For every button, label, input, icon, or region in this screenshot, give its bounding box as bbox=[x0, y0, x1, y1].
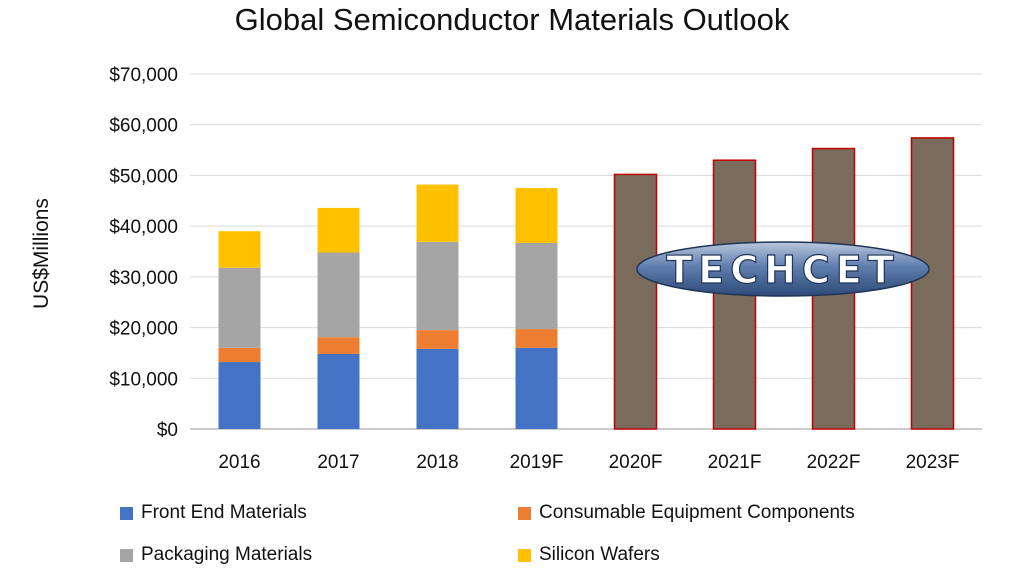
bar-segment bbox=[218, 362, 261, 429]
x-tick-label: 2018 bbox=[416, 452, 458, 473]
legend-swatch bbox=[518, 506, 531, 520]
y-tick-label: $30,000 bbox=[109, 268, 178, 289]
y-tick-label: $10,000 bbox=[109, 369, 178, 390]
x-tick-label: 2023F bbox=[906, 452, 960, 473]
bar-segment bbox=[317, 337, 360, 354]
x-tick-label: 2019F bbox=[510, 452, 564, 473]
legend-item-front-end: Front End Materials bbox=[120, 502, 307, 524]
bar-segment bbox=[218, 267, 261, 348]
x-tick-label: 2021F bbox=[708, 452, 762, 473]
legend-label: Packaging Materials bbox=[141, 544, 313, 565]
bar-segment bbox=[218, 347, 261, 363]
chart-legend: Front End Materials Consumable Equipment… bbox=[120, 494, 1000, 574]
y-tick-label: $0 bbox=[157, 420, 178, 441]
bar-segment bbox=[317, 353, 360, 429]
y-tick-label: $70,000 bbox=[109, 65, 178, 86]
bar-segment bbox=[515, 188, 558, 243]
legend-label: Silicon Wafers bbox=[539, 544, 660, 565]
bar-segment bbox=[218, 231, 261, 268]
bar-segment bbox=[416, 184, 459, 242]
legend-item-packaging: Packaging Materials bbox=[120, 544, 312, 566]
techcet-logo: TECHCET bbox=[636, 241, 930, 297]
y-tick-label: $20,000 bbox=[109, 319, 178, 340]
x-tick-label: 2022F bbox=[807, 452, 861, 473]
x-tick-label: 2016 bbox=[218, 452, 260, 473]
x-tick-label: 2017 bbox=[317, 452, 359, 473]
y-tick-label: $60,000 bbox=[109, 116, 178, 137]
legend-swatch bbox=[120, 506, 133, 520]
legend-item-wafers: Silicon Wafers bbox=[518, 544, 660, 566]
bar-segment bbox=[416, 241, 459, 331]
bar-segment bbox=[515, 242, 558, 330]
bar-segment bbox=[515, 329, 558, 348]
forecast-bar bbox=[910, 137, 955, 430]
chart-title: Global Semiconductor Materials Outlook bbox=[234, 2, 790, 37]
y-tick-label: $50,000 bbox=[109, 166, 178, 187]
legend-label: Consumable Equipment Components bbox=[539, 502, 855, 523]
chart-svg: $0 $10,000 $20,000 $30,000 $40,000 $50,000 $60… bbox=[30, 65, 982, 473]
legend-swatch bbox=[518, 548, 531, 562]
x-tick-label: 2020F bbox=[609, 452, 663, 473]
bar-segment bbox=[515, 347, 558, 429]
y-axis-label: US$Millions bbox=[30, 198, 53, 309]
forecast-bar bbox=[613, 173, 658, 430]
bar-segment bbox=[317, 207, 360, 253]
bar-segment bbox=[416, 330, 459, 349]
legend-label: Front End Materials bbox=[141, 502, 307, 523]
watermark-text: TECHCET bbox=[666, 248, 899, 292]
legend-swatch bbox=[120, 548, 133, 562]
y-tick-label: $40,000 bbox=[109, 217, 178, 238]
legend-item-consumable: Consumable Equipment Components bbox=[518, 502, 855, 524]
bar-segment bbox=[416, 348, 459, 429]
bar-segment bbox=[317, 252, 360, 338]
